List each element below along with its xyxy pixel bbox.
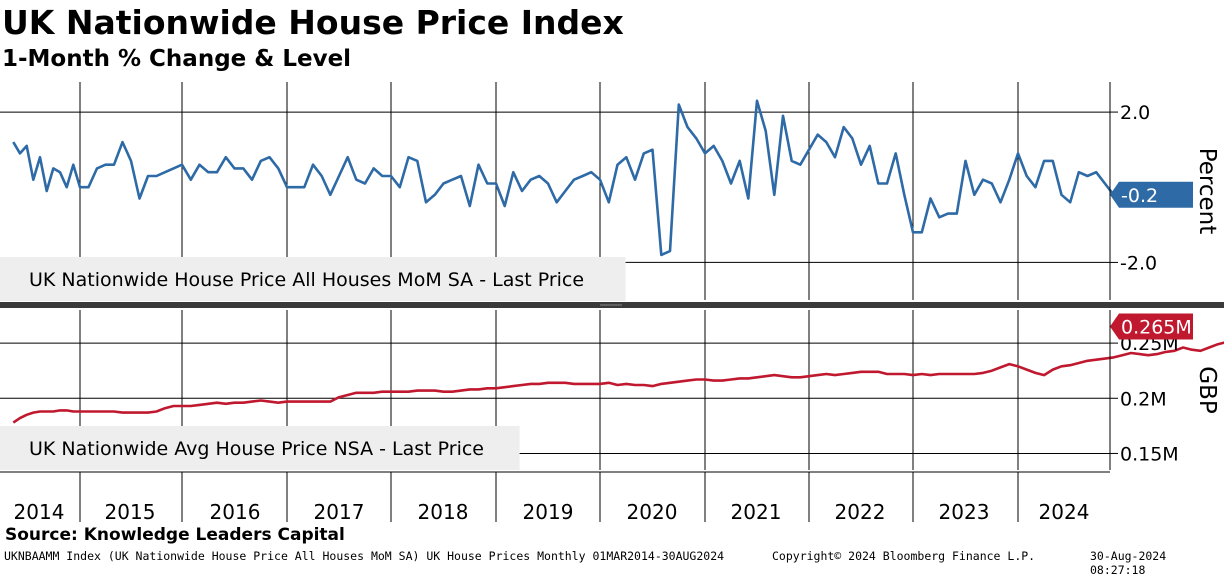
- bottom-legend-swatch: [12, 442, 23, 453]
- footer-index-description: UKNBAAMM Index (UK Nationwide House Pric…: [4, 549, 725, 563]
- top-y-ticks: 2.0 -2.0: [1110, 102, 1157, 274]
- x-axis: 2014 2015 2016 2017 2018 2019 2020 2021 2022 2023…: [14, 500, 1090, 524]
- top-series-line: [12, 99, 1115, 257]
- x-tick-label: 2017: [314, 500, 365, 524]
- top-legend-label: UK Nationwide House Price All Houses MoM…: [29, 269, 584, 291]
- bottom-last-value-tag: [1110, 313, 1193, 340]
- footer-timestamp: 30-Aug-2024 08:27:18: [1090, 549, 1167, 577]
- x-tick-label: 2019: [523, 500, 574, 524]
- x-tick-label: 2024: [1039, 500, 1090, 524]
- top-y-tick-label: -2.0: [1120, 252, 1157, 274]
- top-series-group: [12, 99, 1115, 257]
- bottom-series-group: [12, 341, 1224, 424]
- top-last-value-badge: -0.2: [1110, 181, 1193, 208]
- top-legend-background: [0, 257, 626, 301]
- bottom-last-value-text: 0.265M: [1121, 317, 1192, 339]
- x-tick-label: 2022: [835, 500, 886, 524]
- source-note: Source: Knowledge Leaders Capital: [5, 525, 345, 545]
- x-tick-label: 2014: [14, 500, 65, 524]
- x-tick-label: 2018: [418, 500, 469, 524]
- top-legend-swatch: [12, 273, 23, 284]
- top-y-axis-label: Percent: [1194, 148, 1220, 235]
- bottom-y-tick-label: 0.2M: [1120, 388, 1167, 410]
- top-last-value-text: -0.2: [1121, 185, 1158, 207]
- bottom-series-line: [12, 341, 1224, 424]
- x-tick-label: 2023: [939, 500, 990, 524]
- x-tick-label: 2020: [627, 500, 678, 524]
- bottom-last-value-badge: 0.265M: [1110, 313, 1193, 340]
- top-panel: 2.0 -2.0 UK Nationwide House Price All Ho…: [0, 99, 1220, 301]
- top-legend: UK Nationwide House Price All Houses MoM…: [0, 257, 626, 301]
- top-horizontal-gridlines: [0, 111, 1110, 263]
- bottom-y-axis-label: GBP: [1194, 366, 1220, 414]
- footer-copyright: Copyright© 2024 Bloomberg Finance L.P.: [772, 549, 1036, 563]
- x-tick-label: 2021: [731, 500, 782, 524]
- top-y-tick-label: 2.0: [1120, 102, 1150, 124]
- chart-title: UK Nationwide House Price Index: [2, 3, 624, 42]
- bottom-legend-label: UK Nationwide Avg House Price NSA - Last…: [29, 438, 484, 460]
- x-tick-label: 2016: [210, 500, 261, 524]
- bottom-legend: UK Nationwide Avg House Price NSA - Last…: [0, 426, 520, 470]
- x-tick-label: 2015: [105, 500, 156, 524]
- top-last-value-tag: [1110, 181, 1193, 208]
- chart-subtitle: 1-Month % Change & Level: [2, 46, 352, 72]
- bottom-y-tick-label: 0.15M: [1120, 443, 1179, 465]
- bottom-legend-background: [0, 426, 520, 470]
